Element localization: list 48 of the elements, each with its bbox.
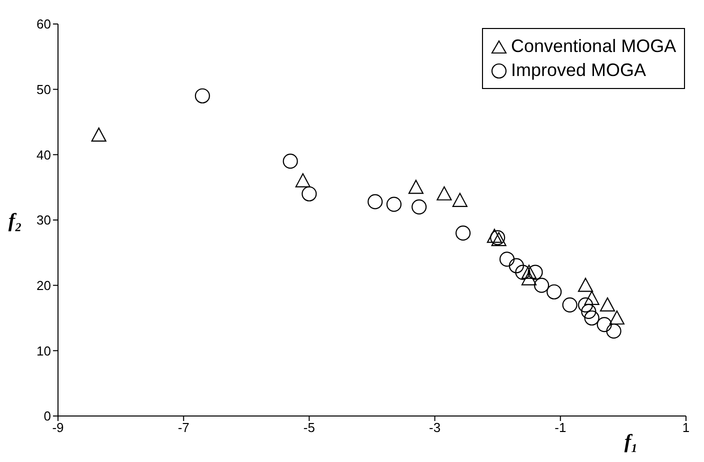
- y-tick-label: 40: [36, 147, 51, 162]
- y-tick-label: 60: [36, 16, 51, 32]
- point: [609, 310, 624, 325]
- y-tick-label: 0: [44, 408, 51, 424]
- point: [368, 194, 383, 210]
- point: [534, 278, 550, 293]
- point: [282, 154, 298, 169]
- point: [528, 264, 543, 280]
- point: [600, 297, 616, 312]
- point: [91, 128, 106, 142]
- point: [295, 173, 310, 188]
- point: [194, 88, 210, 104]
- y-tick-label: 20: [36, 278, 51, 293]
- point: [386, 196, 402, 212]
- point: [596, 316, 612, 332]
- x-tick-label: 1: [682, 420, 690, 436]
- point: [584, 310, 600, 326]
- point: [521, 264, 537, 279]
- point: [521, 271, 537, 286]
- x-tick-label: -9: [52, 420, 64, 436]
- point: [486, 228, 502, 243]
- point: [546, 284, 562, 300]
- point: [578, 278, 594, 292]
- x-tick-label: -1: [554, 420, 566, 436]
- point: [452, 192, 468, 207]
- y-tick-label: 50: [36, 82, 51, 97]
- y-axis-title: f₂: [8, 210, 22, 232]
- point: [606, 324, 622, 339]
- point: [584, 290, 600, 305]
- legend-label: Conventional MOGA: [511, 36, 676, 57]
- point: [581, 304, 596, 320]
- x-axis-title: f₁: [624, 431, 638, 453]
- point: [508, 258, 524, 274]
- point: [562, 297, 578, 312]
- x-tick-label: -7: [178, 420, 190, 436]
- point: [515, 264, 530, 280]
- x-tick-label: -3: [429, 420, 441, 436]
- y-tick-label: 10: [36, 343, 51, 358]
- point: [436, 186, 452, 200]
- point: [302, 186, 317, 202]
- legend-label: Improved MOGA: [511, 60, 646, 81]
- point: [499, 252, 515, 267]
- y-tick-label: 30: [36, 212, 51, 228]
- x-tick-label: -5: [303, 420, 315, 436]
- point: [456, 226, 471, 241]
- point: [408, 180, 424, 194]
- point: [412, 199, 427, 214]
- point: [578, 297, 594, 312]
